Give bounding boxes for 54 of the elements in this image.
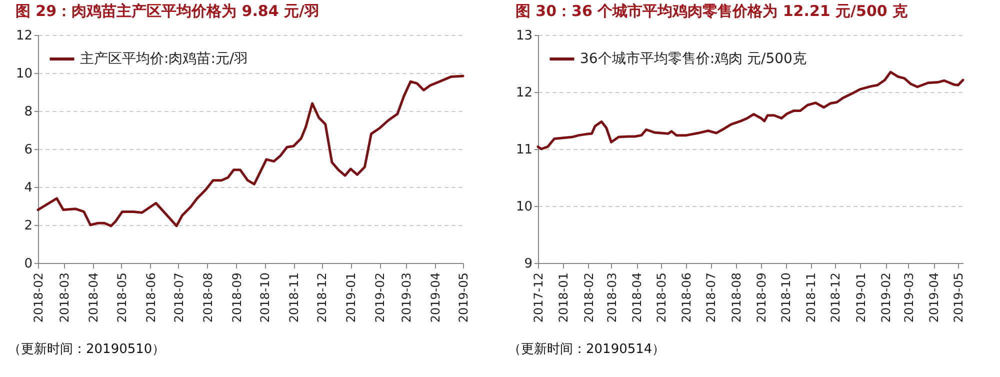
x-tick-label: 2018-11 [287,272,302,323]
x-tick-label: 2018-01 [556,272,571,323]
x-tick-label: 2018-08 [200,272,215,323]
x-tick-label: 2019-03 [902,272,916,323]
legend-label: 36个城市平均零售价:鸡肉 元/500克 [580,51,806,67]
chart-title: 图 29：肉鸡苗主产区平均价格为 9.84 元/羽 [15,2,320,20]
y-tick-label: 11 [516,142,532,158]
x-tick-label: 2019-05 [456,272,470,323]
x-tick-label: 2018-09 [230,272,244,323]
y-tick-label: 9 [524,256,532,272]
x-tick-label: 2019-02 [373,272,388,323]
x-tick-label: 2018-02 [32,272,46,323]
chart-title: 图 30：36 个城市平均鸡肉零售价格为 12.21 元/500 克 [515,2,909,20]
line-series [36,74,464,228]
x-tick-label: 2018-11 [804,272,818,323]
legend-label: 主产区平均价:肉鸡苗:元/羽 [80,51,248,67]
x-tick-label: 2018-04 [86,272,101,323]
x-tick-label: 2018-02 [582,272,596,323]
x-tick-label: 2017-12 [532,272,546,323]
x-tick-label: 2018-07 [172,272,186,323]
x-tick-label: 2019-01 [854,272,868,323]
y-tick-label: 4 [24,180,32,196]
x-tick-label: 2018-06 [680,272,694,323]
text: （更新时间：20190510） [8,342,166,357]
y-tick-label: 12 [16,28,32,44]
y-tick-label: 12 [516,86,532,100]
x-tick-label: 2018-05 [654,272,668,323]
x-tick-label: 2019-05 [952,272,966,323]
x-tick-label: 2018-05 [114,272,129,323]
x-tick-label: 2019-03 [399,272,414,323]
x-tick-label: 2019-01 [344,272,358,323]
y-tick-label: 13 [516,28,532,44]
x-tick-label: 2019-02 [879,272,894,323]
x-tick-label: 2018-10 [258,272,272,323]
line-series [536,70,964,150]
x-tick-label: 2019-04 [927,272,942,323]
x-tick-label: 2018-03 [58,272,72,323]
x-tick-label: 2018-10 [779,272,794,323]
x-tick-label: 2018-06 [144,272,158,323]
x-tick-label: 2018-03 [604,272,619,323]
y-tick-label: 6 [24,142,32,158]
x-tick-label: 2018-09 [754,272,769,323]
y-tick-label: 10 [516,200,532,214]
y-tick-label: 10 [16,66,32,82]
x-tick-label: 2019-04 [428,272,442,323]
x-tick-label: 2018-12 [315,272,330,323]
y-tick-label: 2 [24,218,32,234]
x-tick-label: 2018-08 [729,272,744,323]
text: （更新时间：20190514） [508,342,666,357]
y-tick-label: 8 [24,104,32,120]
y-tick-label: 0 [24,256,32,272]
x-tick-label: 2018-07 [704,272,718,323]
x-tick-label: 2018-12 [828,272,843,323]
x-tick-label: 2018-04 [630,272,644,323]
